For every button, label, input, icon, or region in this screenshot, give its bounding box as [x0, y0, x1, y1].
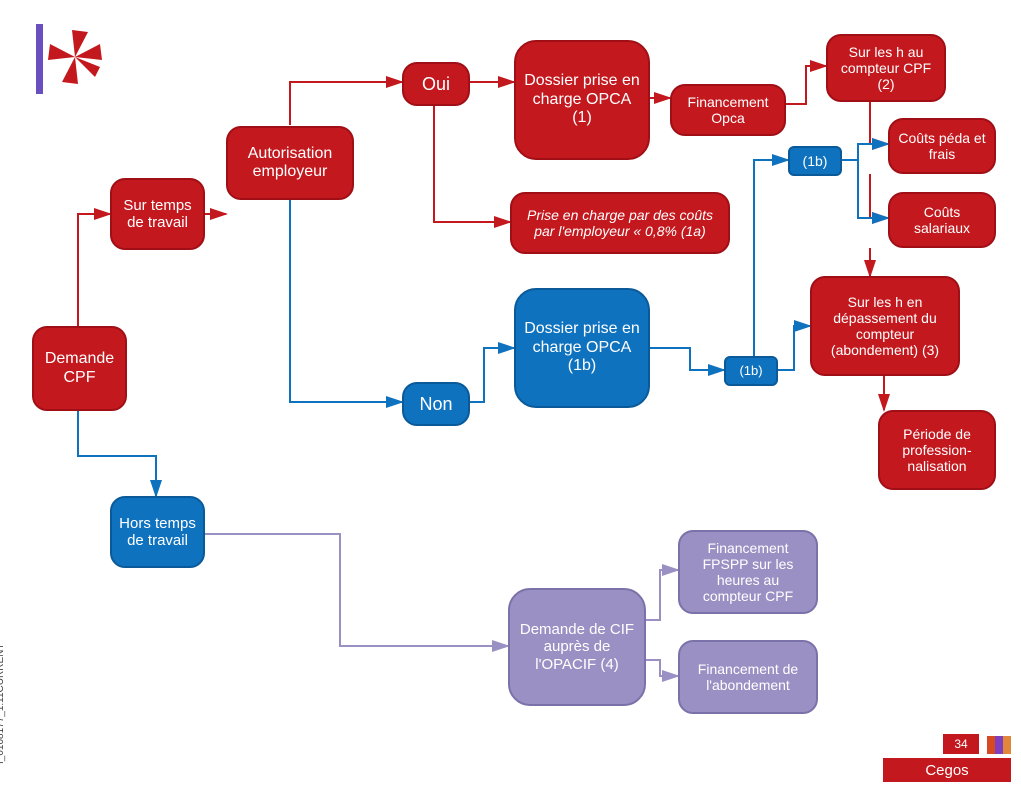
page-number-badge: 34: [943, 734, 979, 754]
edge-6: [786, 66, 826, 104]
edge-21: [646, 660, 678, 676]
node-h_comp: Sur les h au compteur CPF (2): [826, 34, 946, 102]
edge-19: [205, 534, 508, 646]
brand-label: Cegos: [925, 762, 968, 779]
edge-18: [842, 160, 888, 218]
node-abond: Financement de l'abondement: [678, 640, 818, 714]
edge-4: [434, 106, 510, 222]
page-number: 34: [954, 737, 967, 751]
edge-15: [778, 326, 810, 370]
edge-17: [842, 144, 888, 160]
footer-color-bars: [987, 736, 1011, 754]
node-non: Non: [402, 382, 470, 426]
node-couts_s: Coûts salariaux: [888, 192, 996, 248]
node-dossier1: Dossier prise en charge OPCA (1): [514, 40, 650, 160]
node-tag1b_mid: (1b): [724, 356, 778, 386]
edge-8: [870, 174, 888, 218]
flowchart-canvas: Demande CPF Sur temps de travail Hors temp…: [0, 0, 1021, 794]
edge-16: [754, 160, 788, 356]
node-auth: Autorisation employeur: [226, 126, 354, 200]
node-demande: Demande CPF: [32, 326, 127, 411]
edge-14: [650, 348, 724, 370]
edge-2: [290, 82, 402, 125]
node-oui: Oui: [402, 62, 470, 106]
node-fin_opca: Financement Opca: [670, 84, 786, 136]
node-cif: Demande de CIF auprès de l'OPACIF (4): [508, 588, 646, 706]
edge-0: [78, 214, 110, 326]
brand-badge: Cegos: [883, 758, 1011, 782]
edge-12: [290, 200, 402, 402]
node-h_dep: Sur les h en dépassement du compteur (ab…: [810, 276, 960, 376]
logo-pinwheel-icon: [40, 22, 110, 92]
node-periode: Période de profession-nalisation: [878, 410, 996, 490]
node-fpspp: Financement FPSPP sur les heures au comp…: [678, 530, 818, 614]
edge-20: [646, 570, 678, 620]
node-tag1b_top: (1b): [788, 146, 842, 176]
node-hors: Hors temps de travail: [110, 496, 205, 568]
edge-11: [78, 411, 156, 496]
node-couts_p: Coûts péda et frais: [888, 118, 996, 174]
node-prise: Prise en charge par des coûts par l'empl…: [510, 192, 730, 254]
node-dossier1b: Dossier prise en charge OPCA (1b): [514, 288, 650, 408]
node-sur: Sur temps de travail: [110, 178, 205, 250]
edge-13: [470, 348, 514, 402]
doc-slug: I_0108177_1.11CURRENT: [0, 644, 6, 764]
edge-7: [870, 102, 888, 144]
